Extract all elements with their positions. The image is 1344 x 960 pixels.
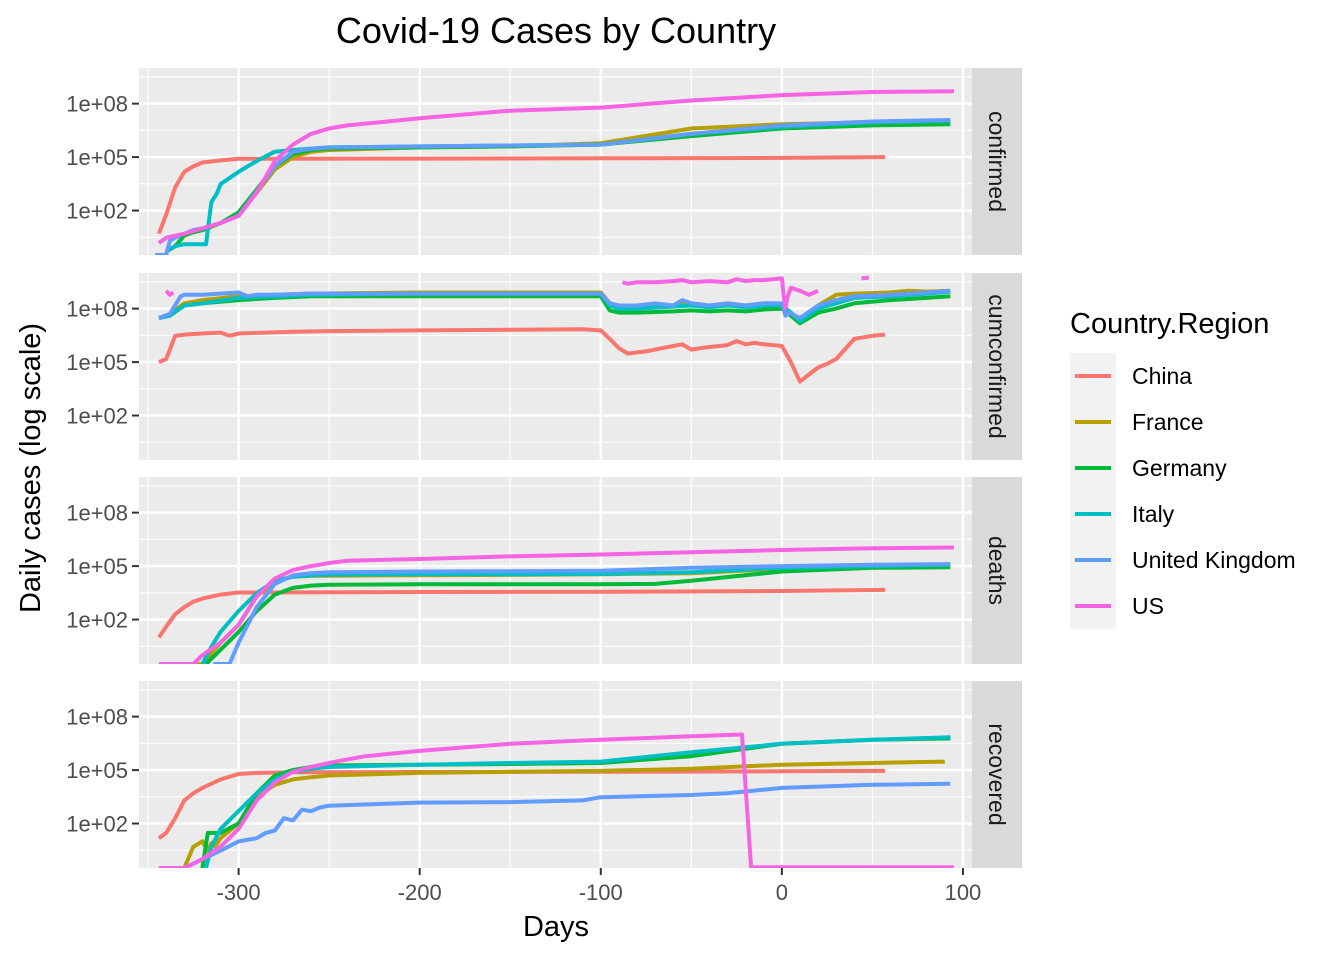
facet-strip (972, 68, 1022, 255)
series-line-china (157, 587, 886, 639)
y-axis-title: Daily cases (log scale) (15, 323, 47, 613)
y-tick-label: 1e+02 (66, 404, 128, 429)
y-tick-label: 1e+08 (66, 92, 128, 117)
series-lines (157, 545, 954, 664)
facet-strip-label: cumconfirmed (984, 294, 1010, 438)
x-tick-label: 100 (945, 880, 982, 905)
y-tick-label: 1e+02 (66, 199, 128, 224)
facet-strip-label: confirmed (984, 111, 1010, 212)
y-tick-label: 1e+02 (66, 608, 128, 633)
y-tick-label: 1e+05 (66, 145, 128, 170)
x-tick-label: -200 (398, 880, 442, 905)
y-tick-label: 1e+05 (66, 554, 128, 579)
y-axis: 1e+02 1e+05 1e+08 (66, 92, 139, 224)
legend-title: Country.Region (1070, 308, 1269, 340)
y-axis: 1e+02 1e+05 1e+08 (66, 705, 139, 837)
y-tick-label: 1e+08 (66, 705, 128, 730)
chart-title: Covid-19 Cases by Country (336, 10, 776, 51)
legend-item-china: China (1075, 363, 1192, 389)
legend-key-background (1070, 353, 1116, 629)
series-line-italy (158, 289, 951, 324)
y-tick-label: 1e+05 (66, 350, 128, 375)
facet-panels: 1e+02 1e+05 1e+08 confirmed 1e+02 1e+05 1e+08 c… (66, 68, 1022, 868)
series-line-italy (200, 562, 951, 664)
panel-recovered: 1e+02 1e+05 1e+08 recovered (66, 681, 1022, 868)
legend-label: France (1132, 409, 1204, 435)
x-axis-title: Days (523, 911, 589, 943)
panel-background (139, 68, 972, 255)
facet-strip (972, 273, 1022, 460)
x-tick-label: -300 (217, 880, 261, 905)
panel-confirmed: 1e+02 1e+05 1e+08 confirmed (66, 68, 1022, 255)
series-lines (158, 275, 951, 384)
y-axis: 1e+02 1e+05 1e+08 (66, 297, 139, 429)
series-line-france (182, 759, 945, 868)
y-tick-label: 1e+02 (66, 812, 128, 837)
series-line-us (164, 275, 870, 311)
y-axis: 1e+02 1e+05 1e+08 (66, 501, 139, 633)
facet-strip-label: recovered (984, 723, 1010, 825)
series-line-china (157, 155, 886, 235)
x-tick-label: 0 (776, 880, 788, 905)
facet-strip (972, 681, 1022, 868)
legend-item-germany: Germany (1075, 455, 1227, 481)
legend-label: China (1132, 363, 1192, 389)
y-tick-label: 1e+08 (66, 297, 128, 322)
legend: Country.Region China France Germany Italy Un… (1070, 308, 1296, 629)
legend-item-us: US (1075, 593, 1164, 619)
y-tick-label: 1e+05 (66, 758, 128, 783)
x-axis: -300 -200 -100 0 100 (217, 868, 982, 905)
legend-label: Germany (1132, 455, 1227, 481)
legend-item-italy: Italy (1075, 501, 1175, 527)
series-line-italy (204, 735, 951, 868)
legend-item-france: France (1075, 409, 1204, 435)
facet-strip (972, 477, 1022, 664)
series-line-united-kingdom (183, 781, 951, 868)
series-lines (157, 732, 954, 868)
legend-label: US (1132, 593, 1164, 619)
panel-cumconfirmed: 1e+02 1e+05 1e+08 cumconfirmed (66, 273, 1022, 460)
legend-item-united-kingdom: United Kingdom (1075, 547, 1296, 573)
series-line-us (157, 89, 954, 245)
series-line-united-kingdom (158, 288, 951, 320)
legend-label: Italy (1132, 501, 1175, 527)
x-tick-label: -100 (579, 880, 623, 905)
series-line-united-kingdom (213, 562, 951, 664)
series-lines (155, 89, 954, 255)
legend-label: United Kingdom (1132, 547, 1296, 573)
facet-strip-label: deaths (984, 536, 1010, 605)
panel-deaths: 1e+02 1e+05 1e+08 deaths (66, 477, 1022, 664)
series-line-china (158, 327, 886, 384)
series-line-us (158, 732, 954, 868)
series-line-us (158, 545, 954, 664)
y-tick-label: 1e+08 (66, 501, 128, 526)
